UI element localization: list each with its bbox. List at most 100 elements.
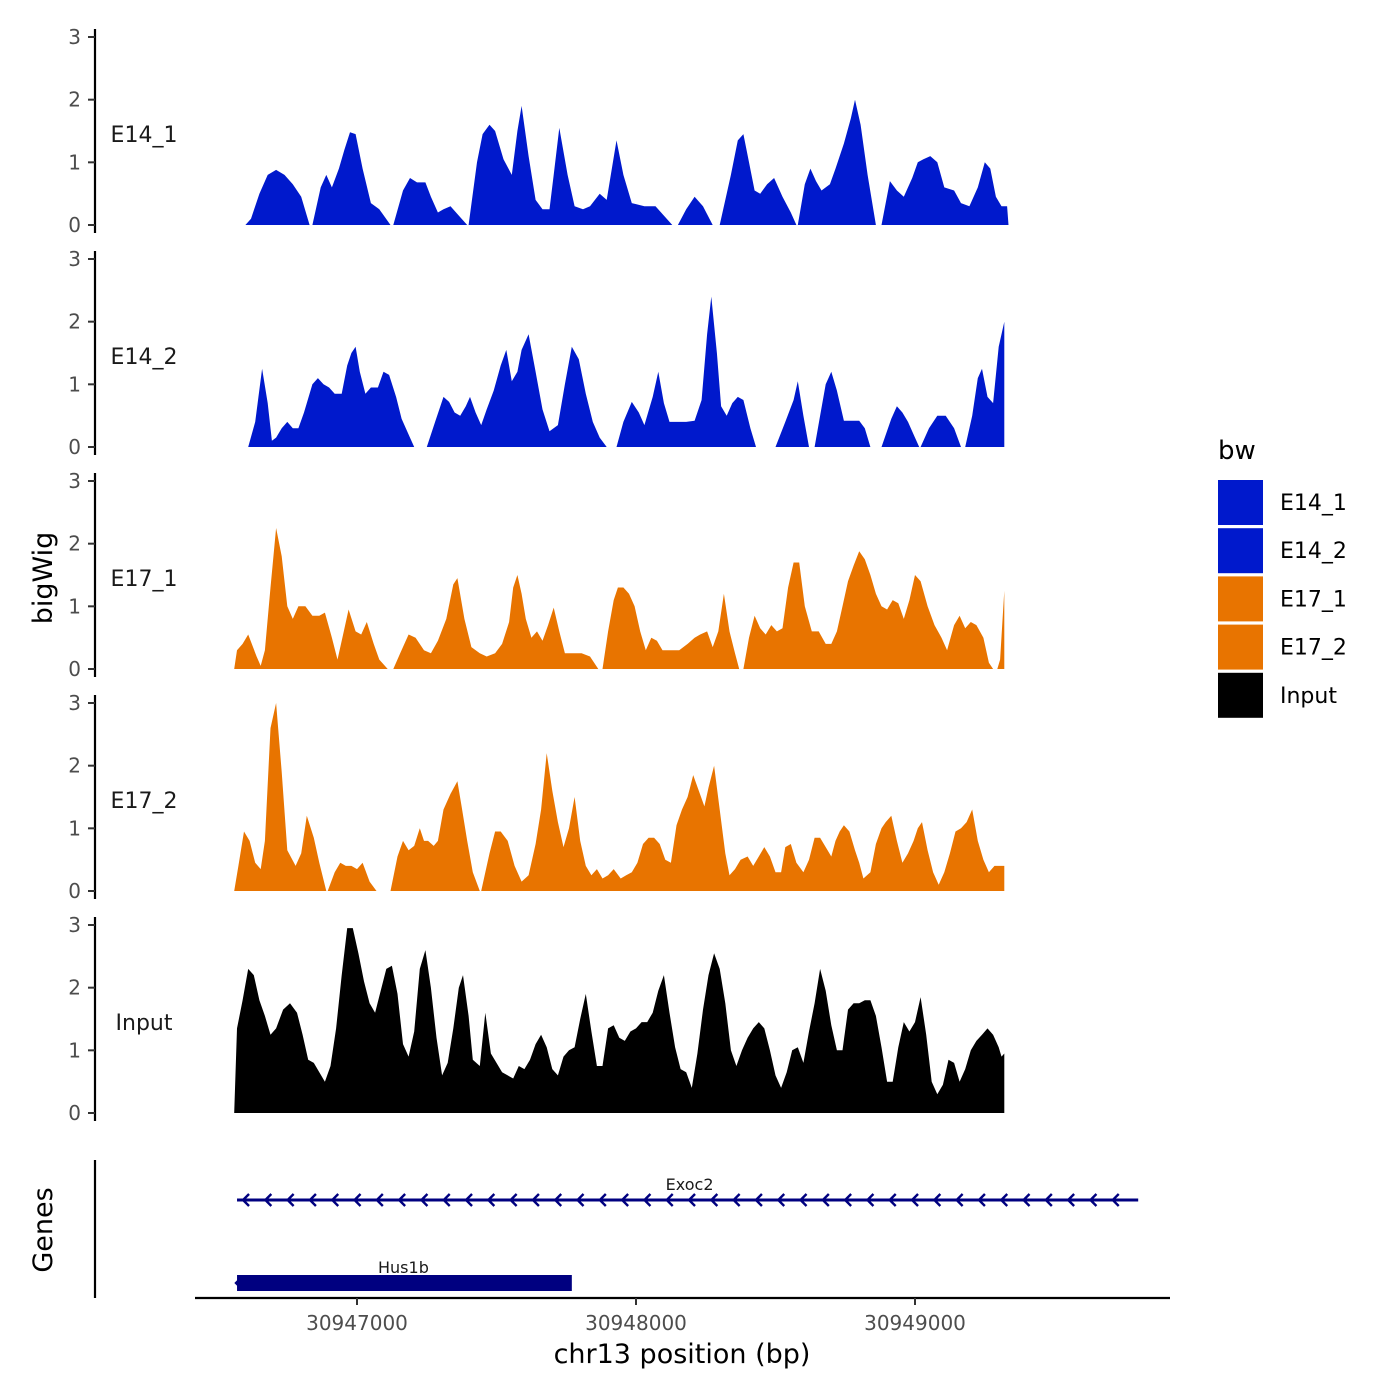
y-tick-label: 2 (68, 532, 81, 556)
strand-arrow (285, 1193, 295, 1207)
strand-arrow (397, 1193, 406, 1207)
legend: bw E14_1 E14_2 E17_1 E17_2 Input (1218, 436, 1347, 718)
y-tick-label: 3 (68, 25, 81, 49)
y-tick-label: 3 (68, 913, 81, 937)
strand-arrow (798, 1193, 808, 1207)
legend-item: E14_1 (1218, 480, 1347, 525)
strand-arrow (642, 1193, 652, 1207)
strand-arrow (241, 1193, 250, 1207)
strand-arrow (731, 1193, 741, 1207)
strand-arrow (598, 1193, 607, 1207)
strand-arrow (1066, 1193, 1075, 1207)
gene-hus1b: Hus1b (234, 1258, 572, 1291)
strand-arrow (843, 1193, 852, 1207)
signal-area-input (234, 928, 1005, 1113)
y-tick-label: 1 (68, 594, 81, 618)
strand-arrow (977, 1193, 986, 1207)
gene-exoc2: Exoc2 (237, 1175, 1139, 1207)
x-tick-label: 30948000 (585, 1311, 687, 1335)
strand-arrow (234, 1277, 242, 1289)
legend-swatch (1218, 528, 1263, 574)
x-axis-title: chr13 position (bp) (554, 1339, 811, 1370)
strand-arrows (241, 1193, 1120, 1207)
strand-arrow (263, 1193, 273, 1207)
x-axis: 30947000 30948000 30949000 (195, 1296, 1170, 1335)
track-e17-2: 0 1 2 3 E17_2 (68, 691, 1005, 903)
y-tick-label: 1 (68, 150, 81, 174)
legend-item: E17_1 (1218, 576, 1347, 622)
y-tick-label: 1 (68, 816, 81, 840)
y-tick-label: 0 (68, 657, 81, 681)
legend-swatch (1218, 624, 1263, 670)
y-tick-label: 2 (68, 310, 81, 334)
strand-arrow (665, 1193, 674, 1207)
legend-swatch (1218, 480, 1263, 525)
strand-arrow (865, 1193, 875, 1207)
track-e17-1: 0 1 2 3 E17_1 (68, 469, 1005, 681)
strand-arrow (954, 1193, 964, 1207)
strand-arrow (486, 1193, 496, 1207)
legend-swatch (1218, 576, 1263, 622)
strand-arrow (575, 1193, 585, 1207)
y-tick-label: 2 (68, 754, 81, 778)
strand-arrow (687, 1193, 696, 1207)
track-label: E17_2 (111, 789, 178, 814)
y-tick-label: 2 (68, 976, 81, 1000)
legend-label: E17_2 (1280, 636, 1347, 661)
strand-arrow (442, 1193, 451, 1207)
track-label: E14_2 (111, 345, 178, 370)
strand-arrow (709, 1193, 719, 1207)
legend-item: E17_2 (1218, 624, 1347, 670)
bigwig-tracks: 0 1 2 3 E14_1 0 1 2 3 E14_2 0 1 2 3 E17_1 0 1 2 3 E17_2 0 1 2 3… (68, 25, 1009, 1125)
signal-area-e17-2 (234, 703, 1005, 891)
strand-arrow (308, 1193, 317, 1207)
y-tick-label: 1 (68, 372, 81, 396)
legend-item: Input (1218, 672, 1337, 718)
strand-arrow (821, 1193, 830, 1207)
signal-area-e14-1 (245, 99, 1009, 225)
strand-arrow (553, 1193, 563, 1207)
y-tick-label: 1 (68, 1038, 81, 1062)
gene-label: Exoc2 (666, 1175, 714, 1194)
track-label: E17_1 (111, 567, 178, 592)
y-tick-label: 3 (68, 469, 81, 493)
y-tick-label: 0 (68, 435, 81, 459)
y-tick-label: 0 (68, 213, 81, 237)
y-tick-label: 3 (68, 247, 81, 271)
strand-arrow (531, 1193, 540, 1207)
legend-item: E14_2 (1218, 528, 1347, 574)
strand-arrow (754, 1193, 763, 1207)
strand-arrow (375, 1193, 384, 1207)
strand-arrow (1088, 1193, 1098, 1207)
strand-arrow (932, 1193, 942, 1207)
track-e14-2: 0 1 2 3 E14_2 (68, 247, 1005, 459)
strand-arrow (888, 1193, 897, 1207)
track-label: Input (116, 1011, 173, 1036)
y-tick-label: 3 (68, 691, 81, 715)
legend-label: E17_1 (1280, 587, 1347, 612)
signal-area-e17-1 (234, 528, 1005, 669)
strand-arrow (910, 1193, 919, 1207)
track-input: 0 1 2 3 Input (68, 913, 1005, 1125)
x-tick-label: 30947000 (306, 1311, 408, 1335)
y-tick-label: 2 (68, 88, 81, 112)
track-label: E14_1 (111, 123, 178, 148)
strand-arrow (620, 1193, 629, 1207)
genes-panel: Exoc2 Hus1b (93, 1160, 1139, 1298)
legend-label: Input (1280, 684, 1337, 709)
y-tick-label: 0 (68, 1101, 81, 1125)
signal-area-e14-2 (248, 296, 1005, 447)
gene-exon (237, 1275, 572, 1291)
strand-arrow (776, 1193, 786, 1207)
strand-arrow (330, 1193, 340, 1207)
track-e14-1: 0 1 2 3 E14_1 (68, 25, 1009, 237)
legend-swatch (1218, 672, 1263, 718)
y-tick-label: 0 (68, 879, 81, 903)
legend-label: E14_2 (1280, 539, 1347, 564)
legend-label: E14_1 (1280, 491, 1347, 516)
genes-axis-title: Genes (28, 1187, 59, 1272)
gene-label: Hus1b (378, 1258, 429, 1277)
strand-arrow (419, 1193, 429, 1207)
strand-arrow (1044, 1193, 1053, 1207)
legend-title: bw (1218, 436, 1256, 466)
